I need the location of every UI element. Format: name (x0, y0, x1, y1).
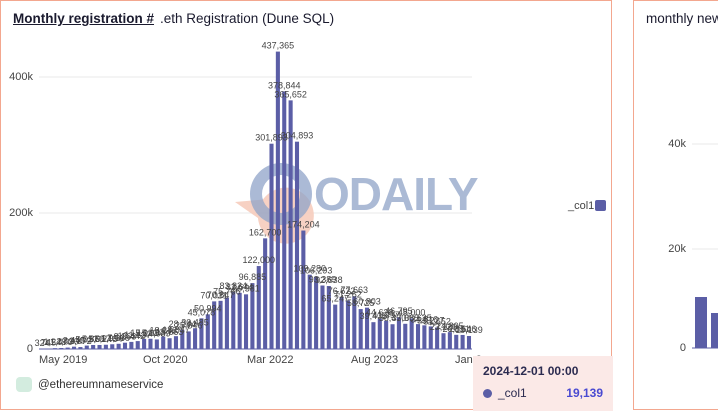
svg-text:80,381: 80,381 (232, 283, 260, 293)
svg-text:122,000: 122,000 (242, 255, 275, 265)
svg-text:96,885: 96,885 (239, 272, 267, 282)
svg-text:200k: 200k (9, 207, 33, 219)
svg-text:_col1: _col1 (567, 200, 594, 212)
svg-text:0: 0 (680, 342, 686, 354)
svg-text:365,652: 365,652 (274, 89, 307, 99)
svg-text:77,663: 77,663 (341, 285, 369, 295)
svg-text:400k: 400k (9, 71, 33, 83)
svg-text:19,139: 19,139 (455, 325, 483, 335)
svg-text:40k: 40k (668, 138, 686, 150)
svg-text:30,485: 30,485 (181, 317, 209, 327)
svg-text:92,638: 92,638 (315, 275, 343, 285)
svg-text:174,204: 174,204 (287, 220, 320, 230)
svg-text:60,803: 60,803 (353, 297, 381, 307)
svg-text:0: 0 (27, 343, 33, 355)
svg-text:20k: 20k (668, 243, 686, 255)
svg-text:437,365: 437,365 (262, 41, 295, 51)
svg-text:ODAILY: ODAILY (314, 168, 478, 220)
svg-text:May 2019: May 2019 (39, 354, 87, 366)
svg-text:Aug 2023: Aug 2023 (351, 354, 398, 366)
svg-text:Oct 2020: Oct 2020 (143, 354, 188, 366)
svg-text:Mar 2022: Mar 2022 (247, 354, 293, 366)
svg-text:304,893: 304,893 (281, 131, 314, 141)
svg-text:50,994: 50,994 (194, 303, 222, 313)
svg-text:162,700: 162,700 (249, 227, 282, 237)
